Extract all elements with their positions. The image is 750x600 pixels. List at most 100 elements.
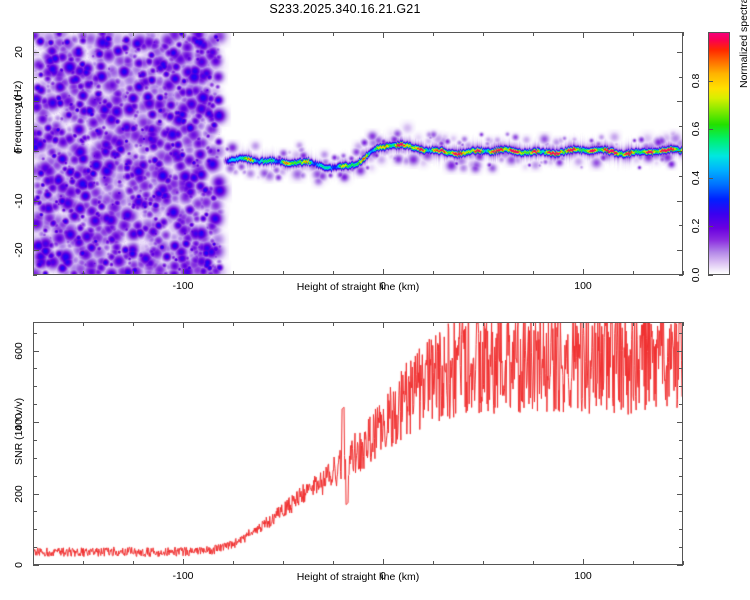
snr-y-axis-label: SNR (10 * v/v) bbox=[13, 397, 25, 465]
x-tick-minor-top bbox=[233, 32, 234, 36]
y-tick-minor-right bbox=[679, 368, 683, 369]
x-tick-minor-top bbox=[133, 32, 134, 36]
x-tick-minor-top bbox=[283, 322, 284, 326]
x-tick-label: -100 bbox=[172, 570, 194, 582]
y-tick-minor-right bbox=[677, 351, 683, 352]
x-tick-minor bbox=[233, 271, 234, 275]
y-tick-minor-right bbox=[679, 225, 683, 226]
x-tick-minor bbox=[433, 561, 434, 565]
colorbar-tick bbox=[708, 178, 713, 179]
y-tick-minor-right bbox=[677, 101, 683, 102]
y-tick-minor-right bbox=[679, 333, 683, 334]
x-tick-minor bbox=[683, 271, 684, 275]
colorbar-tick-label: 0.6 bbox=[690, 121, 702, 137]
x-tick-minor bbox=[633, 561, 634, 565]
y-tick-label: 600 bbox=[13, 341, 25, 360]
x-tick-minor bbox=[233, 561, 234, 565]
y-tick-minor bbox=[33, 52, 39, 53]
colorbar-tick-label: 0.0 bbox=[690, 267, 702, 283]
y-tick-minor bbox=[33, 422, 39, 423]
y-tick-minor bbox=[33, 77, 37, 78]
y-tick-minor-right bbox=[679, 275, 683, 276]
x-tick-minor bbox=[533, 271, 534, 275]
x-tick-minor-top bbox=[583, 32, 584, 38]
x-tick-minor bbox=[333, 561, 334, 565]
y-tick-minor-right bbox=[679, 547, 683, 548]
x-tick-minor-top bbox=[83, 32, 84, 36]
y-tick-minor-right bbox=[677, 151, 683, 152]
y-tick-minor-right bbox=[679, 511, 683, 512]
x-tick-minor bbox=[483, 561, 484, 565]
x-tick-minor bbox=[83, 271, 84, 275]
x-tick-label: 100 bbox=[574, 280, 592, 292]
colorbar-tick bbox=[708, 226, 713, 227]
y-tick-minor-right bbox=[679, 529, 683, 530]
x-tick-minor bbox=[583, 269, 584, 275]
snr-canvas bbox=[34, 323, 682, 564]
x-tick-minor bbox=[183, 559, 184, 565]
y-tick-minor bbox=[33, 351, 39, 352]
x-tick-minor-top bbox=[633, 32, 634, 36]
x-tick-minor-top bbox=[333, 322, 334, 326]
y-tick-minor bbox=[33, 404, 37, 405]
y-tick-minor bbox=[33, 440, 37, 441]
y-tick-minor-right bbox=[677, 422, 683, 423]
x-tick-label: 100 bbox=[574, 570, 592, 582]
x-tick-minor bbox=[283, 271, 284, 275]
y-tick-minor-right bbox=[679, 126, 683, 127]
x-tick-minor-top bbox=[283, 32, 284, 36]
x-tick-minor-top bbox=[683, 322, 684, 326]
snr-plot-area bbox=[33, 322, 683, 565]
colorbar-tick-label: 0.2 bbox=[690, 218, 702, 234]
y-tick-minor-right bbox=[679, 77, 683, 78]
x-tick-minor bbox=[33, 561, 34, 565]
y-tick-minor bbox=[33, 494, 39, 495]
y-tick-minor bbox=[33, 126, 37, 127]
y-tick-minor-right bbox=[679, 440, 683, 441]
x-tick-minor bbox=[333, 271, 334, 275]
y-tick-minor bbox=[33, 476, 37, 477]
x-tick-minor bbox=[133, 271, 134, 275]
colorbar-tick bbox=[708, 81, 713, 82]
y-tick-minor-right bbox=[677, 250, 683, 251]
x-tick-minor-top bbox=[133, 322, 134, 326]
x-tick-minor bbox=[583, 559, 584, 565]
y-tick-label: -20 bbox=[13, 242, 25, 258]
x-tick-minor bbox=[383, 559, 384, 565]
x-tick-minor-top bbox=[183, 322, 184, 328]
y-tick-minor bbox=[33, 225, 37, 226]
spectrogram-y-axis-label: Frequency (Hz) bbox=[12, 80, 24, 153]
x-tick-label: -100 bbox=[172, 280, 194, 292]
x-tick-minor-top bbox=[483, 322, 484, 326]
spectrogram-plot-area bbox=[33, 32, 683, 275]
x-tick-minor-top bbox=[83, 322, 84, 326]
y-tick-minor-right bbox=[677, 201, 683, 202]
colorbar bbox=[708, 32, 730, 275]
spectrogram-canvas bbox=[34, 33, 682, 274]
x-tick-minor bbox=[483, 271, 484, 275]
snr-x-axis-label: Height of straight line (km) bbox=[296, 571, 420, 583]
figure-title: S233.2025.340.16.21.G21 bbox=[269, 2, 421, 16]
x-tick-minor bbox=[633, 271, 634, 275]
x-tick-minor-top bbox=[533, 322, 534, 326]
y-tick-minor bbox=[33, 547, 37, 548]
x-tick-minor bbox=[433, 271, 434, 275]
x-tick-minor bbox=[183, 269, 184, 275]
y-tick-minor bbox=[33, 176, 37, 177]
x-tick-minor bbox=[683, 561, 684, 565]
x-tick-minor-top bbox=[683, 32, 684, 36]
y-tick-minor bbox=[33, 201, 39, 202]
x-tick-minor bbox=[383, 269, 384, 275]
x-tick-minor-top bbox=[383, 322, 384, 328]
colorbar-label: Normalized spectral amplitude bbox=[738, 0, 750, 88]
y-tick-minor bbox=[33, 565, 39, 566]
y-tick-minor bbox=[33, 101, 39, 102]
x-tick-minor-top bbox=[483, 32, 484, 36]
colorbar-tick-label: 0.8 bbox=[690, 73, 702, 89]
x-tick-minor-top bbox=[33, 32, 34, 36]
y-tick-minor bbox=[33, 511, 37, 512]
y-tick-minor-right bbox=[677, 494, 683, 495]
y-tick-minor-right bbox=[677, 52, 683, 53]
y-tick-label: 20 bbox=[13, 45, 25, 58]
